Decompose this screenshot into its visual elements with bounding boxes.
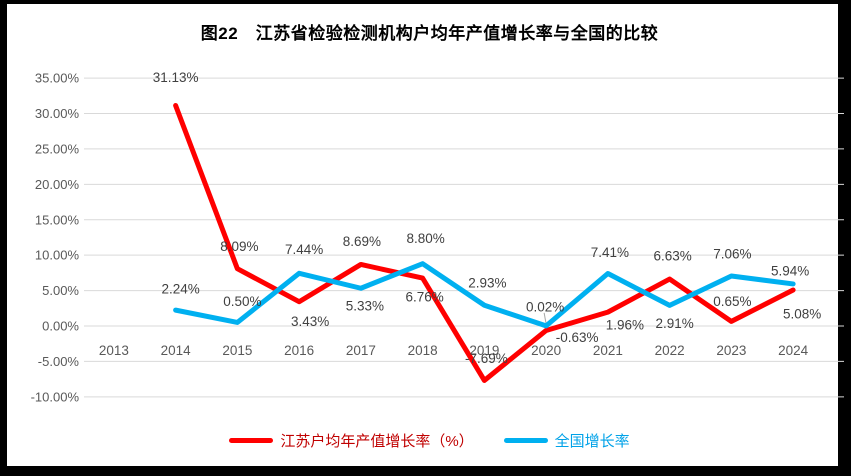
x-tick-label: 2024 [778,343,809,358]
x-tick-label: 2020 [531,343,561,358]
data-label: 2.24% [161,282,199,297]
data-label: 6.76% [405,290,443,305]
legend-swatch-jiangsu [229,438,274,443]
data-label: 7.06% [713,246,751,261]
data-label: 0.50% [223,294,261,309]
y-tick-label: 20.00% [35,177,80,192]
chart-card: 图22 江苏省检验检测机构户均年产值增长率与全国的比较 35.00% 30.00%… [7,4,844,466]
data-label: 8.80% [406,231,444,246]
label-leader-line [543,312,547,324]
x-tick-label: 2018 [408,343,438,358]
x-tick-label: 2013 [99,343,129,358]
data-label: 5.33% [346,299,384,314]
x-tick-label: 2019 [469,343,499,358]
x-tick-label: 2017 [346,343,376,358]
y-tick-label: -10.00% [31,389,80,404]
data-label: 6.63% [653,249,691,264]
legend-label-national: 全国增长率 [554,433,630,450]
data-label: 0.02% [526,299,564,314]
data-label: 31.13% [153,70,199,85]
y-tick-label: 15.00% [35,212,80,227]
y-tick-label: 10.00% [35,248,80,263]
data-label: 2.91% [655,316,693,331]
data-label: 3.43% [291,314,329,329]
data-label: 5.94% [771,263,809,278]
data-label: 7.41% [591,245,629,260]
chart-title: 图22 江苏省检验检测机构户均年产值增长率与全国的比较 [200,24,659,43]
data-label: 8.09% [220,239,258,254]
series-line-national [173,261,796,329]
plot-area: 35.00% 30.00% 25.00% 20.00% 15.00% 10.00% 5.00… [31,70,844,404]
data-label: -7.69% [465,351,508,366]
data-label: 8.69% [343,234,381,249]
data-label: -0.63% [556,330,599,345]
data-label: 5.08% [783,307,821,322]
x-tick-label: 2021 [593,343,623,358]
legend-swatch-national [503,438,548,443]
x-tick-label: 2022 [655,343,685,358]
data-label: 1.96% [606,318,644,333]
x-tick-label: 2014 [161,343,192,358]
legend-item-national: 全国增长率 [503,430,630,451]
y-tick-label: -5.00% [38,354,80,369]
legend-item-jiangsu: 江苏户均年产值增长率（%） [229,430,474,451]
legend: 江苏户均年产值增长率（%） 全国增长率 [14,430,845,451]
y-tick-label: 25.00% [35,141,80,156]
series-line-jiangsu [173,103,796,383]
legend-label-jiangsu: 江苏户均年产值增长率（%） [280,433,474,450]
y-tick-label: 0.00% [42,319,79,334]
y-tick-label: 5.00% [42,283,79,298]
y-tick-label: 35.00% [35,71,80,86]
data-label: 7.44% [285,242,323,257]
data-label: 2.93% [468,276,506,291]
data-label: 0.65% [713,294,751,309]
x-tick-label: 2023 [716,343,746,358]
x-tick-label: 2015 [222,343,252,358]
x-tick-label: 2016 [284,343,314,358]
y-tick-label: 30.00% [35,106,80,121]
